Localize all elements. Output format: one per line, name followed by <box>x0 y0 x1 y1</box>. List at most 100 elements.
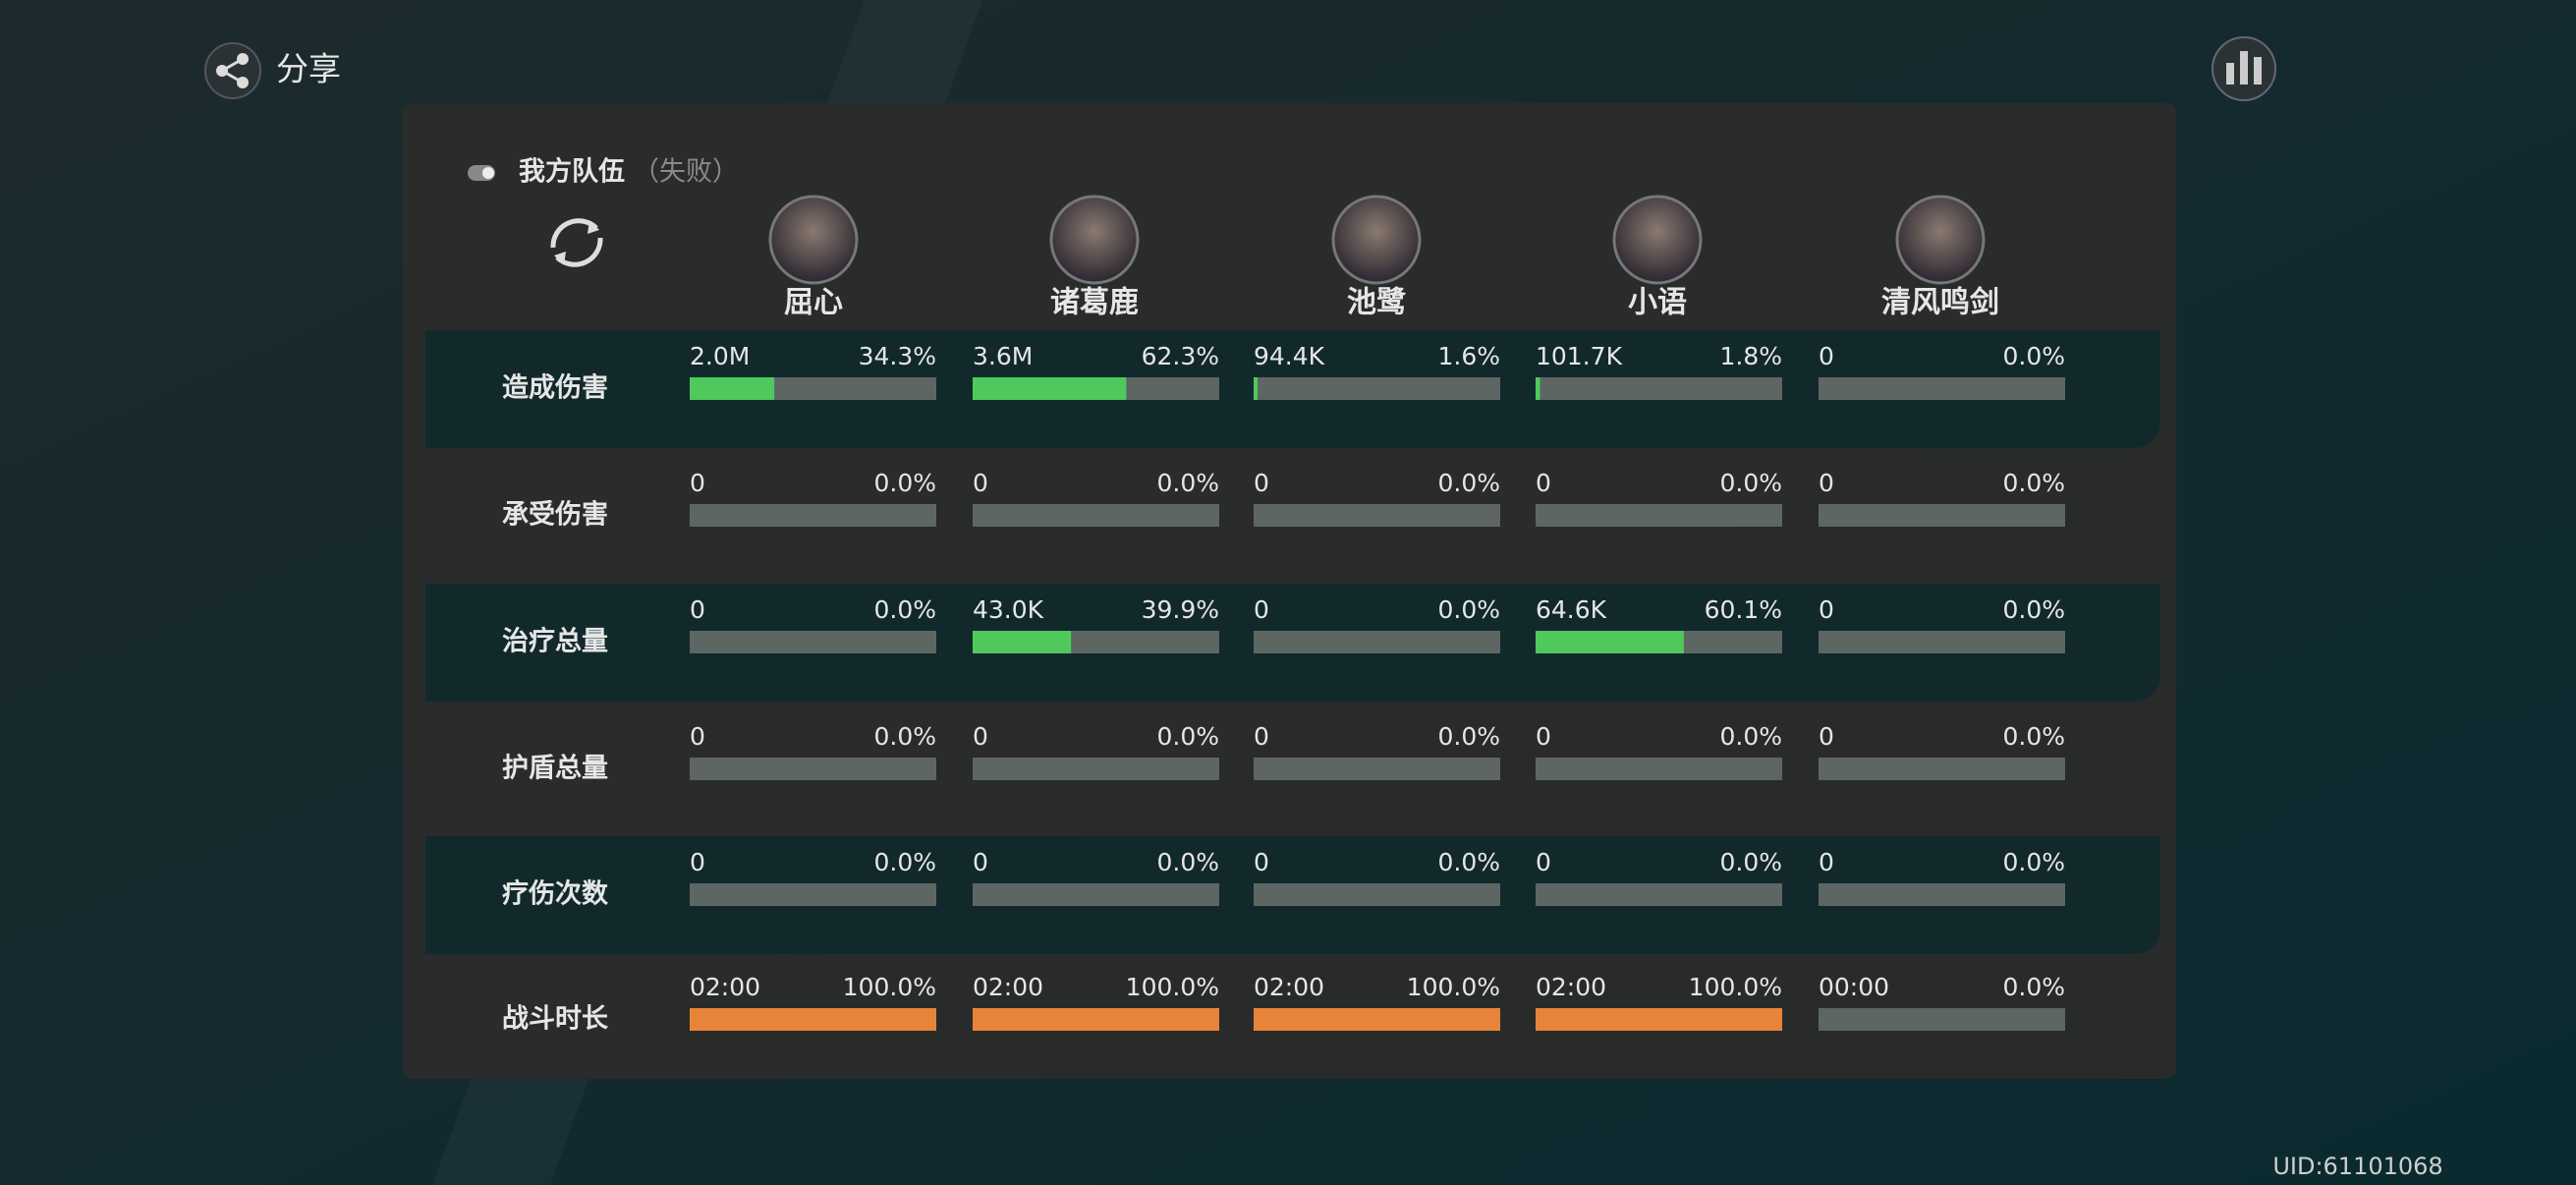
bar <box>1536 377 1540 400</box>
bar-track <box>973 504 1219 527</box>
cell-share: 0.0% <box>2002 342 2065 370</box>
player-name: 小语 <box>1628 286 1687 320</box>
bar-track <box>690 758 936 780</box>
bar <box>1536 631 1684 653</box>
cell-value: 0 <box>1819 848 1834 876</box>
cell-share: 0.0% <box>2002 595 2065 624</box>
cell-value: 00:00 <box>1819 973 1889 1001</box>
cell-share: 0.0% <box>1719 469 1782 497</box>
cell-value: 02:00 <box>690 973 760 1001</box>
cell-value: 0 <box>1819 722 1834 751</box>
player-name: 屈心 <box>784 286 843 320</box>
cell-share: 0.0% <box>2002 973 2065 1001</box>
cell-share: 60.1% <box>1705 595 1782 624</box>
bar <box>973 377 1127 400</box>
cell-value: 0 <box>1254 469 1269 497</box>
row-label: 造成伤害 <box>502 372 608 404</box>
cell-value: 101.7K <box>1536 342 1623 370</box>
row-label: 疗伤次数 <box>502 878 609 910</box>
cell-share: 0.0% <box>2002 469 2065 497</box>
cell-share: 34.3% <box>859 342 936 370</box>
cell-value: 0 <box>1819 469 1834 497</box>
panel-title: 我方队伍 <box>519 156 625 188</box>
cell-share: 0.0% <box>873 722 936 751</box>
cell-value: 0 <box>690 722 705 751</box>
bar <box>690 377 775 400</box>
player-name: 诸葛鹿 <box>1050 286 1139 320</box>
bar-track <box>973 758 1219 780</box>
cell-share: 0.0% <box>873 848 936 876</box>
bar-track <box>1819 1008 2065 1031</box>
bar-track <box>973 883 1219 906</box>
player-name: 池鹭 <box>1347 286 1407 320</box>
bar <box>1536 1008 1782 1031</box>
cell-share: 0.0% <box>2002 848 2065 876</box>
bar-track <box>690 883 936 906</box>
cell-value: 0 <box>1254 722 1269 751</box>
bar <box>1254 377 1259 400</box>
cell-value: 02:00 <box>1254 973 1324 1001</box>
cell-share: 100.0% <box>843 973 936 1001</box>
cell-value: 0 <box>690 595 705 624</box>
bar-track <box>1819 377 2065 400</box>
cell-share: 0.0% <box>1437 595 1500 624</box>
toggle-icon <box>468 165 495 181</box>
bar-track <box>690 631 936 653</box>
bar-track <box>1536 758 1782 780</box>
cell-value: 0 <box>1536 722 1551 751</box>
bar-track <box>1254 631 1500 653</box>
cell-share: 0.0% <box>873 595 936 624</box>
row-label: 护盾总量 <box>502 754 608 784</box>
cell-share: 0.0% <box>873 469 936 497</box>
cell-share: 0.0% <box>1719 848 1782 876</box>
cell-value: 0 <box>973 722 988 751</box>
avatar <box>1895 195 1986 285</box>
cell-value: 0 <box>1536 469 1551 497</box>
cell-share: 0.0% <box>1156 848 1219 876</box>
stats-button[interactable] <box>2212 36 2276 101</box>
cell-value: 02:00 <box>973 973 1043 1001</box>
cell-value: 0 <box>690 469 705 497</box>
cell-value: 0 <box>1536 848 1551 876</box>
cell-share: 62.3% <box>1142 342 1219 370</box>
cell-share: 1.6% <box>1437 342 1500 370</box>
bar-track <box>690 504 936 527</box>
cell-value: 43.0K <box>973 595 1044 624</box>
share-button[interactable]: 分享 <box>204 42 341 99</box>
cell-value: 94.4K <box>1254 342 1325 370</box>
refresh-button[interactable] <box>550 218 603 267</box>
cell-share: 100.0% <box>1407 973 1500 1001</box>
bar <box>690 1008 936 1031</box>
share-label[interactable]: 分享 <box>276 50 341 88</box>
bar <box>1254 1008 1500 1031</box>
cell-value: 0 <box>1254 595 1269 624</box>
bar-track <box>1254 377 1500 400</box>
cell-share: 0.0% <box>1437 469 1500 497</box>
cell-value: 0 <box>973 469 988 497</box>
cell-share: 39.9% <box>1142 595 1219 624</box>
cell-value: 64.6K <box>1536 595 1607 624</box>
cell-value: 0 <box>1254 848 1269 876</box>
bar-track <box>1819 504 2065 527</box>
cell-value: 0 <box>1819 342 1834 370</box>
bar-track <box>1254 883 1500 906</box>
player-name: 清风鸣剑 <box>1881 286 1999 320</box>
cell-share: 100.0% <box>1689 973 1782 1001</box>
bar <box>973 631 1072 653</box>
cell-value: 2.0M <box>690 342 750 370</box>
row-label: 战斗时长 <box>502 1004 609 1035</box>
cell-value: 0 <box>973 848 988 876</box>
cell-share: 0.0% <box>1156 469 1219 497</box>
row-label: 治疗总量 <box>502 626 608 657</box>
row-label: 承受伤害 <box>502 499 608 531</box>
cell-share: 100.0% <box>1126 973 1219 1001</box>
cell-share: 0.0% <box>1156 722 1219 751</box>
cell-share: 0.0% <box>1437 848 1500 876</box>
cell-value: 3.6M <box>973 342 1033 370</box>
cell-share: 0.0% <box>1719 722 1782 751</box>
avatar <box>1612 195 1703 285</box>
cell-value: 02:00 <box>1536 973 1606 1001</box>
bar-track <box>1254 504 1500 527</box>
bar <box>973 1008 1219 1031</box>
